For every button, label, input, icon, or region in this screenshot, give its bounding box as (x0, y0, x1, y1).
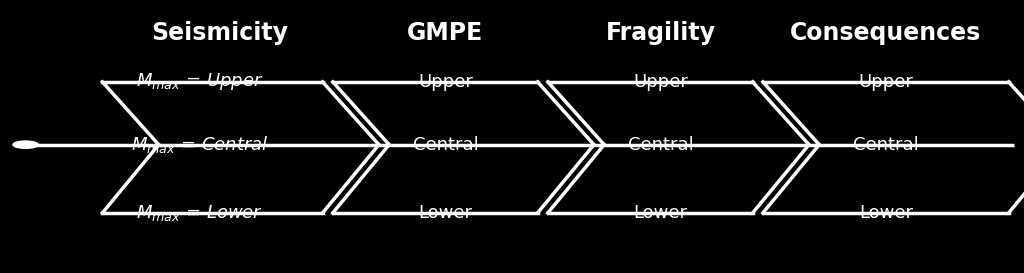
Text: Upper: Upper (633, 73, 688, 91)
Text: Lower: Lower (859, 204, 912, 222)
Circle shape (13, 141, 38, 148)
Text: Fragility: Fragility (605, 21, 716, 45)
Text: GMPE: GMPE (408, 21, 483, 45)
Text: Upper: Upper (858, 73, 913, 91)
Text: Central: Central (628, 136, 693, 154)
Text: Consequences: Consequences (791, 21, 981, 45)
Text: $M_\mathregular{max}$ = Central: $M_\mathregular{max}$ = Central (131, 134, 268, 155)
Text: $M_\mathregular{max}$ = Lower: $M_\mathregular{max}$ = Lower (136, 203, 263, 223)
Text: $M_\mathregular{max}$ = Upper: $M_\mathregular{max}$ = Upper (136, 72, 263, 92)
Text: Lower: Lower (634, 204, 687, 222)
Text: Central: Central (853, 136, 919, 154)
Text: Upper: Upper (418, 73, 473, 91)
Text: Lower: Lower (419, 204, 472, 222)
Text: Central: Central (413, 136, 478, 154)
Text: Seismicity: Seismicity (152, 21, 289, 45)
